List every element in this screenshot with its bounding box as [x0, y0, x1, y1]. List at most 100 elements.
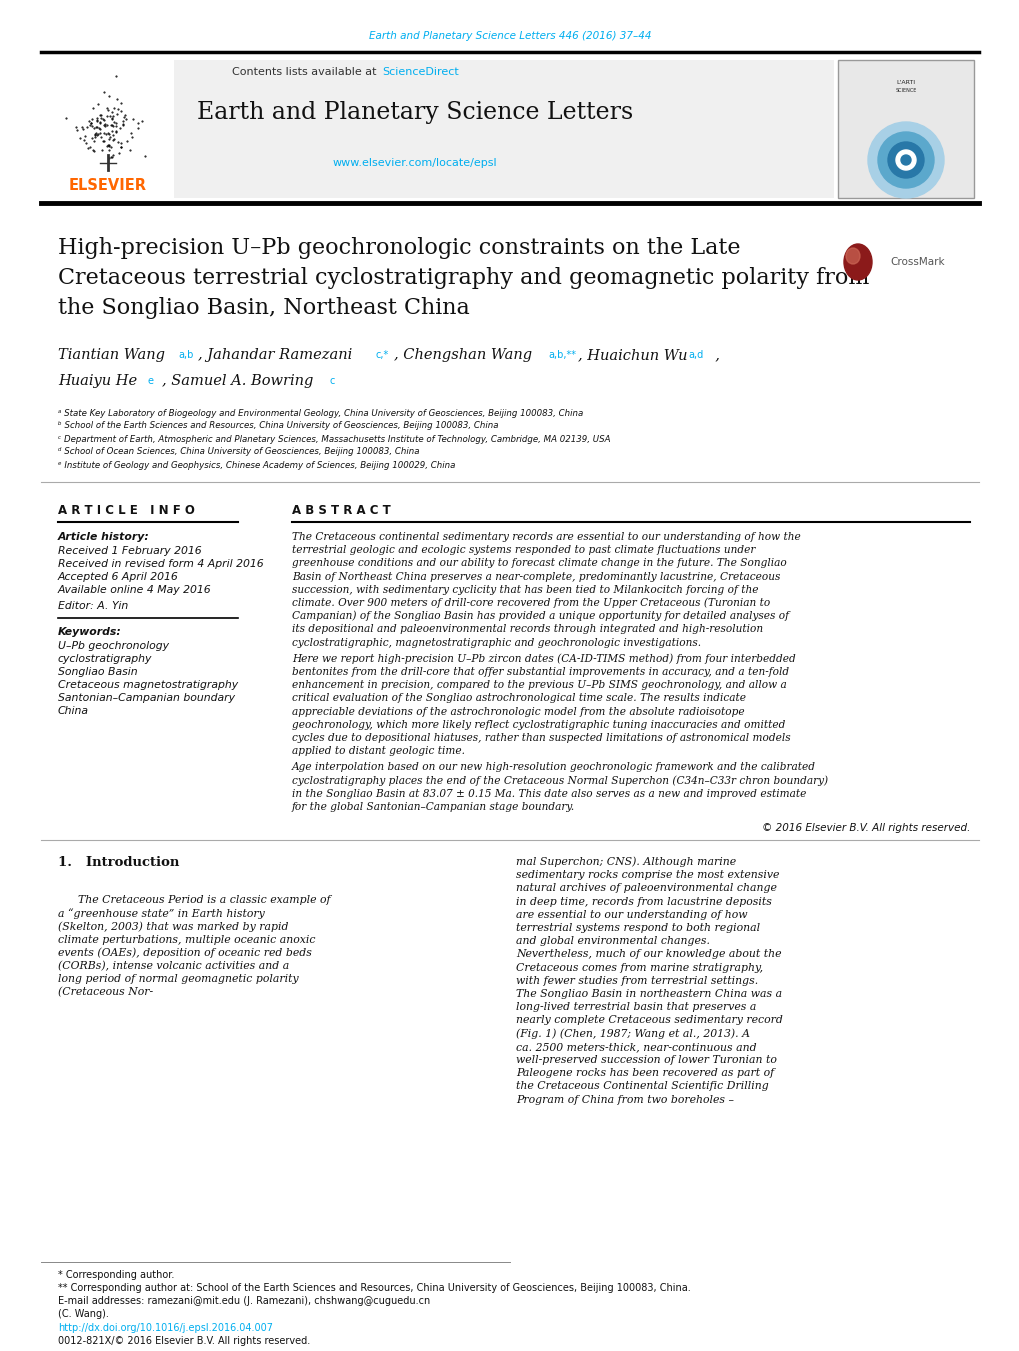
Text: (Fig. 1) (Chen, 1987; Wang et al., 2013). A: (Fig. 1) (Chen, 1987; Wang et al., 2013)…	[516, 1028, 749, 1039]
Text: ᵃ State Key Laboratory of Biogeology and Environmental Geology, China University: ᵃ State Key Laboratory of Biogeology and…	[58, 408, 583, 417]
Text: ELSEVIER: ELSEVIER	[69, 177, 147, 192]
Text: , Chengshan Wang: , Chengshan Wang	[393, 349, 532, 362]
Text: (Cretaceous Nor-: (Cretaceous Nor-	[58, 988, 153, 997]
Text: Campanian) of the Songliao Basin has provided a unique opportunity for detailed : Campanian) of the Songliao Basin has pro…	[291, 611, 789, 621]
Text: Earth and Planetary Science Letters: Earth and Planetary Science Letters	[197, 100, 633, 123]
Text: Cretaceous comes from marine stratigraphy,: Cretaceous comes from marine stratigraph…	[516, 963, 762, 973]
Text: cycles due to depositional hiatuses, rather than suspected limitations of astron: cycles due to depositional hiatuses, rat…	[291, 734, 790, 743]
Text: in deep time, records from lacustrine deposits: in deep time, records from lacustrine de…	[516, 897, 771, 907]
Text: critical evaluation of the Songliao astrochronological time scale. The results i: critical evaluation of the Songliao astr…	[291, 693, 745, 704]
Text: a,b: a,b	[178, 350, 194, 359]
Text: Nevertheless, much of our knowledge about the: Nevertheless, much of our knowledge abou…	[516, 950, 781, 959]
Text: Paleogene rocks has been recovered as part of: Paleogene rocks has been recovered as pa…	[516, 1069, 773, 1078]
Text: (C. Wang).: (C. Wang).	[58, 1309, 109, 1319]
Text: ᵉ Institute of Geology and Geophysics, Chinese Academy of Sciences, Beijing 1000: ᵉ Institute of Geology and Geophysics, C…	[58, 461, 454, 470]
Text: in the Songliao Basin at 83.07 ± 0.15 Ma. This date also serves as a new and imp: in the Songliao Basin at 83.07 ± 0.15 Ma…	[291, 789, 806, 798]
Text: the Cretaceous Continental Scientific Drilling: the Cretaceous Continental Scientific Dr…	[516, 1081, 768, 1092]
Text: , Samuel A. Bowring: , Samuel A. Bowring	[162, 374, 313, 388]
Circle shape	[895, 150, 915, 170]
Text: 0012-821X/© 2016 Elsevier B.V. All rights reserved.: 0012-821X/© 2016 Elsevier B.V. All right…	[58, 1336, 310, 1346]
Text: events (OAEs), deposition of oceanic red beds: events (OAEs), deposition of oceanic red…	[58, 947, 312, 958]
Text: U–Pb geochronology: U–Pb geochronology	[58, 640, 169, 651]
Text: nearly complete Cretaceous sedimentary record: nearly complete Cretaceous sedimentary r…	[516, 1016, 783, 1025]
Text: a,b,**: a,b,**	[547, 350, 576, 359]
Ellipse shape	[843, 245, 871, 280]
Text: , Huaichun Wu: , Huaichun Wu	[578, 349, 687, 362]
Text: www.elsevier.com/locate/epsl: www.elsevier.com/locate/epsl	[332, 158, 497, 168]
Circle shape	[867, 122, 943, 199]
Text: The Songliao Basin in northeastern China was a: The Songliao Basin in northeastern China…	[516, 989, 782, 998]
Text: terrestrial geologic and ecologic systems responded to past climate fluctuations: terrestrial geologic and ecologic system…	[291, 546, 755, 555]
Text: ᵈ School of Ocean Sciences, China University of Geosciences, Beijing 100083, Chi: ᵈ School of Ocean Sciences, China Univer…	[58, 447, 419, 457]
Text: Earth and Planetary Science Letters 446 (2016) 37–44: Earth and Planetary Science Letters 446 …	[369, 31, 650, 41]
Text: a,d: a,d	[688, 350, 702, 359]
Text: The Cretaceous Period is a classic example of: The Cretaceous Period is a classic examp…	[77, 894, 330, 905]
Text: succession, with sedimentary cyclicity that has been tied to Milankocitch forcin: succession, with sedimentary cyclicity t…	[291, 585, 758, 594]
Text: Basin of Northeast China preserves a near-complete, predominantly lacustrine, Cr: Basin of Northeast China preserves a nea…	[291, 571, 780, 581]
Text: mal Superchon; CNS). Although marine: mal Superchon; CNS). Although marine	[516, 857, 736, 867]
Text: Here we report high-precision U–Pb zircon dates (CA-ID-TIMS method) from four in: Here we report high-precision U–Pb zirco…	[291, 654, 795, 665]
FancyBboxPatch shape	[838, 59, 973, 199]
Text: its depositional and paleoenvironmental records through integrated and high-reso: its depositional and paleoenvironmental …	[291, 624, 762, 635]
Text: Santonian–Campanian boundary: Santonian–Campanian boundary	[58, 693, 234, 703]
Text: High-precision U–Pb geochronologic constraints on the Late: High-precision U–Pb geochronologic const…	[58, 236, 740, 259]
Text: with fewer studies from terrestrial settings.: with fewer studies from terrestrial sett…	[516, 975, 757, 986]
Text: SCIENCE: SCIENCE	[895, 88, 916, 92]
Text: long-lived terrestrial basin that preserves a: long-lived terrestrial basin that preser…	[516, 1002, 756, 1012]
Text: e: e	[148, 376, 154, 386]
Text: long period of normal geomagnetic polarity: long period of normal geomagnetic polari…	[58, 974, 299, 984]
Text: cyclostratigraphy places the end of the Cretaceous Normal Superchon (C34n–C33r c: cyclostratigraphy places the end of the …	[291, 775, 827, 786]
Text: well-preserved succession of lower Turonian to: well-preserved succession of lower Turon…	[516, 1055, 776, 1065]
Text: Cretaceous terrestrial cyclostratigraphy and geomagnetic polarity from: Cretaceous terrestrial cyclostratigraphy…	[58, 267, 868, 289]
Text: ᵇ School of the Earth Sciences and Resources, China University of Geosciences, B: ᵇ School of the Earth Sciences and Resou…	[58, 422, 498, 431]
Text: http://dx.doi.org/10.1016/j.epsl.2016.04.007: http://dx.doi.org/10.1016/j.epsl.2016.04…	[58, 1323, 273, 1333]
Text: Songliao Basin: Songliao Basin	[58, 667, 138, 677]
Text: natural archives of paleoenvironmental change: natural archives of paleoenvironmental c…	[516, 884, 776, 893]
Text: Available online 4 May 2016: Available online 4 May 2016	[58, 585, 211, 594]
Text: Received in revised form 4 April 2016: Received in revised form 4 April 2016	[58, 559, 263, 569]
Circle shape	[888, 142, 923, 178]
Text: c,*: c,*	[376, 350, 389, 359]
Text: ** Corresponding author at: School of the Earth Sciences and Resources, China Un: ** Corresponding author at: School of th…	[58, 1283, 690, 1293]
Circle shape	[877, 132, 933, 188]
Ellipse shape	[845, 249, 859, 263]
Text: (Skelton, 2003) that was marked by rapid: (Skelton, 2003) that was marked by rapid	[58, 921, 288, 932]
Text: ca. 2500 meters-thick, near-continuous and: ca. 2500 meters-thick, near-continuous a…	[516, 1042, 756, 1052]
Text: Contents lists available at: Contents lists available at	[231, 68, 380, 77]
Text: Program of China from two boreholes –: Program of China from two boreholes –	[516, 1094, 734, 1105]
Text: CrossMark: CrossMark	[890, 257, 944, 267]
Text: and global environmental changes.: and global environmental changes.	[516, 936, 709, 946]
Text: a “greenhouse state” in Earth history: a “greenhouse state” in Earth history	[58, 908, 265, 919]
FancyBboxPatch shape	[42, 59, 834, 199]
Text: climate perturbations, multiple oceanic anoxic: climate perturbations, multiple oceanic …	[58, 935, 315, 944]
Text: Accepted 6 April 2016: Accepted 6 April 2016	[58, 571, 178, 582]
Text: (CORBs), intense volcanic activities and a: (CORBs), intense volcanic activities and…	[58, 961, 289, 971]
Text: ScienceDirect: ScienceDirect	[382, 68, 459, 77]
Text: bentonites from the drill-core that offer substantial improvements in accuracy, : bentonites from the drill-core that offe…	[291, 667, 789, 677]
Text: Article history:: Article history:	[58, 532, 150, 542]
Text: appreciable deviations of the astrochronologic model from the absolute radioisot: appreciable deviations of the astrochron…	[291, 707, 744, 716]
Text: ᶜ Department of Earth, Atmospheric and Planetary Sciences, Massachusetts Institu: ᶜ Department of Earth, Atmospheric and P…	[58, 435, 610, 443]
Text: , Jahandar Ramezani: , Jahandar Ramezani	[198, 349, 352, 362]
Text: Age interpolation based on our new high-resolution geochronologic framework and : Age interpolation based on our new high-…	[291, 762, 815, 773]
Text: ,: ,	[705, 349, 719, 362]
Text: E-mail addresses: ramezani@mit.edu (J. Ramezani), chshwang@cuguedu.cn: E-mail addresses: ramezani@mit.edu (J. R…	[58, 1296, 430, 1306]
Text: Cretaceous magnetostratigraphy: Cretaceous magnetostratigraphy	[58, 680, 237, 690]
Text: cyclostratigraphy: cyclostratigraphy	[58, 654, 152, 663]
Text: Tiantian Wang: Tiantian Wang	[58, 349, 165, 362]
Text: cyclostratigraphic, magnetostratigraphic and geochronologic investigations.: cyclostratigraphic, magnetostratigraphic…	[291, 638, 700, 647]
Text: c: c	[330, 376, 335, 386]
Text: enhancement in precision, compared to the previous U–Pb SIMS geochronology, and : enhancement in precision, compared to th…	[291, 680, 786, 690]
Text: © 2016 Elsevier B.V. All rights reserved.: © 2016 Elsevier B.V. All rights reserved…	[761, 823, 969, 834]
FancyBboxPatch shape	[42, 59, 174, 199]
Text: Huaiyu He: Huaiyu He	[58, 374, 137, 388]
Text: geochronology, which more likely reflect cyclostratigraphic tuning inaccuracies : geochronology, which more likely reflect…	[291, 720, 785, 730]
Text: 1.   Introduction: 1. Introduction	[58, 855, 179, 869]
Text: the Songliao Basin, Northeast China: the Songliao Basin, Northeast China	[58, 297, 470, 319]
Text: Editor: A. Yin: Editor: A. Yin	[58, 601, 128, 611]
Text: Received 1 February 2016: Received 1 February 2016	[58, 546, 202, 557]
Text: The Cretaceous continental sedimentary records are essential to our understandin: The Cretaceous continental sedimentary r…	[291, 532, 800, 542]
Text: terrestrial systems respond to both regional: terrestrial systems respond to both regi…	[516, 923, 759, 934]
Text: A B S T R A C T: A B S T R A C T	[291, 504, 390, 516]
Text: * Corresponding author.: * Corresponding author.	[58, 1270, 174, 1279]
